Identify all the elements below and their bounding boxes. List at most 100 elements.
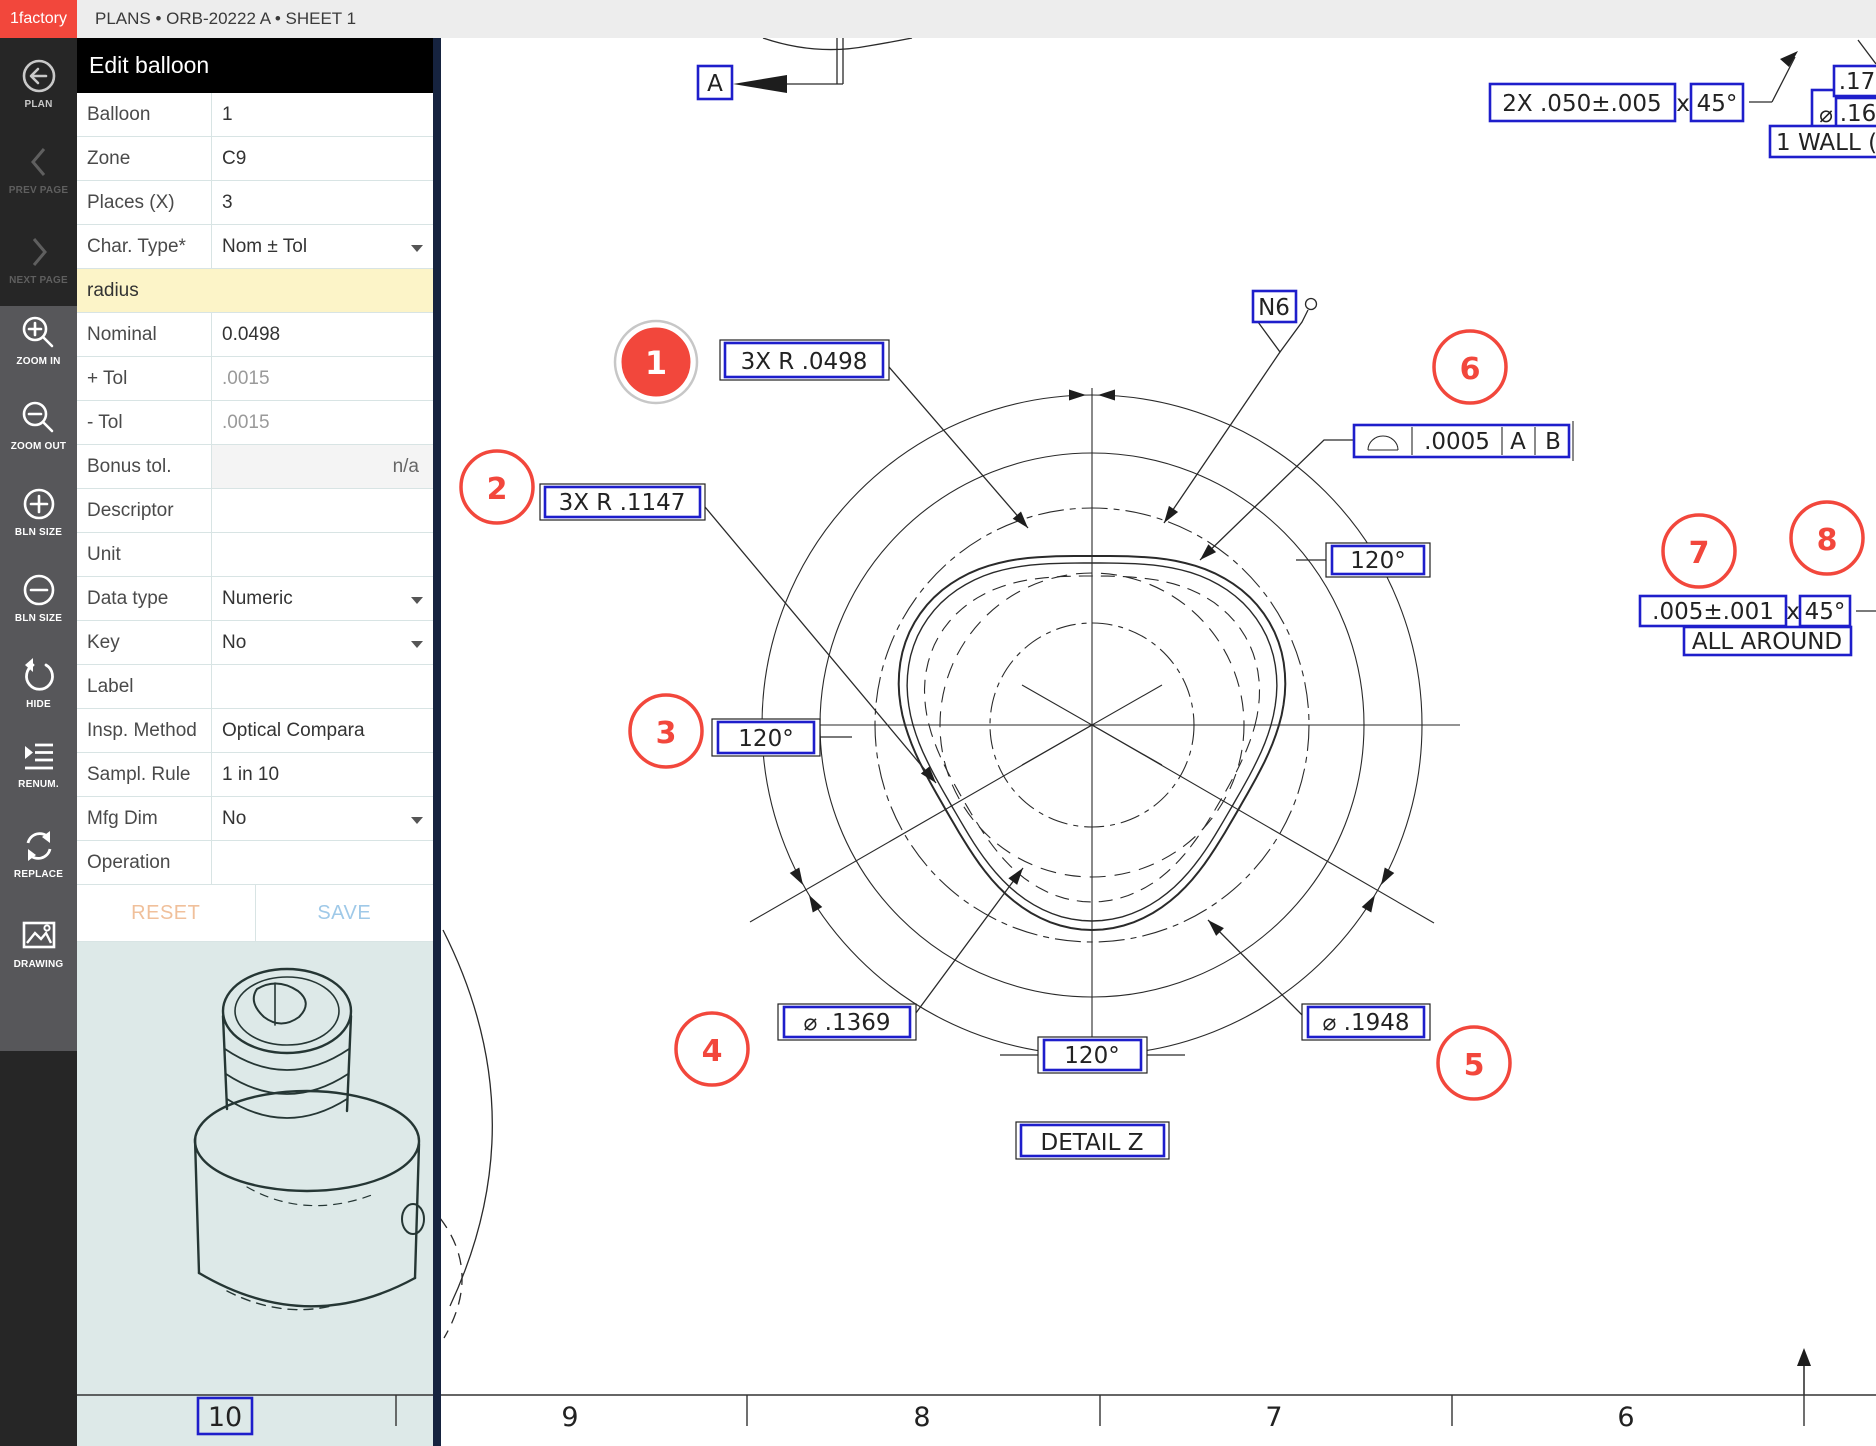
svg-text:⌀ .1948: ⌀ .1948: [1322, 1010, 1409, 1036]
edit-balloon-panel: Edit balloon Balloon 1 Zone C9 Places (X…: [77, 38, 433, 942]
svg-text:DETAIL Z: DETAIL Z: [1041, 1130, 1144, 1156]
row-bonus-tol: Bonus tol. n/a: [77, 445, 433, 489]
panel-title: Edit balloon: [77, 38, 433, 93]
row-characteristic[interactable]: radius: [77, 269, 433, 313]
profile-control-frame[interactable]: .0005 A B: [1352, 421, 1574, 461]
descriptor-field[interactable]: [212, 489, 433, 532]
chevron-down-icon: [411, 244, 423, 252]
char-type-select[interactable]: Nom ± Tol: [212, 225, 433, 268]
svg-text:.005±.001: .005±.001: [1652, 599, 1774, 625]
panel-divider: [433, 38, 441, 1446]
svg-text:x: x: [1786, 599, 1800, 625]
svg-text:ALL AROUND: ALL AROUND: [1692, 629, 1842, 655]
svg-text:⌀: ⌀: [1819, 102, 1833, 128]
next-page-button[interactable]: NEXT PAGE: [0, 232, 77, 286]
balloon-size-up-label: BLN SIZE: [14, 527, 63, 538]
chamfer-all-around-callout[interactable]: .005±.001 x 45° ALL AROUND: [1638, 594, 1876, 657]
svg-text:8: 8: [1817, 523, 1838, 558]
balloon-3[interactable]: 3: [628, 693, 704, 769]
wall-callout[interactable]: 1 WALL (: [1768, 124, 1876, 159]
save-button[interactable]: SAVE: [317, 901, 372, 924]
circle-plus-icon: [19, 484, 59, 524]
balloon-1-selected[interactable]: 1: [613, 319, 699, 405]
svg-text:5: 5: [1464, 1048, 1485, 1083]
svg-text:N6: N6: [1258, 295, 1290, 321]
hide-button[interactable]: HIDE: [0, 656, 77, 710]
radius-1147-callout[interactable]: 3X R .1147: [539, 483, 706, 521]
n6-callout[interactable]: N6: [1251, 289, 1298, 324]
svg-text:A: A: [707, 71, 723, 97]
zoom-in-icon: [19, 313, 59, 353]
row-nominal: Nominal 0.0498: [77, 313, 433, 357]
unit-field[interactable]: [212, 533, 433, 576]
nominal-field[interactable]: 0.0498: [222, 323, 281, 345]
angle-120-left-callout[interactable]: 120°: [711, 718, 821, 757]
replace-label: REPLACE: [13, 869, 64, 880]
svg-text:45°: 45°: [1697, 91, 1738, 117]
chevron-left-icon: [21, 142, 57, 182]
renumber-button[interactable]: RENUM.: [0, 738, 77, 790]
balloon-4[interactable]: 4: [674, 1011, 750, 1087]
balloon-size-up-button[interactable]: BLN SIZE: [0, 484, 77, 538]
undo-rotate-icon: [19, 656, 59, 696]
zoom-in-label: ZOOM IN: [16, 356, 61, 367]
mfg-dim-select[interactable]: No: [212, 797, 433, 840]
chevron-down-icon: [411, 596, 423, 604]
balloon-6[interactable]: 6: [1432, 329, 1508, 405]
drawing-canvas[interactable]: A 2X .050±.005 x 45° ⌀ .17 .16: [439, 37, 1876, 1446]
svg-text:4: 4: [702, 1034, 723, 1069]
balloon-8[interactable]: 8: [1789, 500, 1865, 576]
angle-120-bottom-callout[interactable]: 120°: [1037, 1036, 1148, 1074]
row-descriptor: Descriptor: [77, 489, 433, 533]
next-page-label: NEXT PAGE: [9, 275, 68, 286]
places-field[interactable]: 3: [222, 191, 233, 213]
replace-button[interactable]: REPLACE: [0, 826, 77, 880]
svg-text:45°: 45°: [1805, 599, 1846, 625]
data-type-select[interactable]: Numeric: [212, 577, 433, 620]
prev-page-button[interactable]: PREV PAGE: [0, 142, 77, 196]
zoom-out-button[interactable]: ZOOM OUT: [0, 398, 77, 452]
drawing-button[interactable]: DRAWING: [0, 916, 77, 970]
row-data-type: Data type Numeric: [77, 577, 433, 621]
balloon-5[interactable]: 5: [1436, 1025, 1512, 1101]
key-select[interactable]: No: [212, 621, 433, 664]
balloon-7[interactable]: 7: [1661, 513, 1737, 589]
brand-logo[interactable]: 1factory: [0, 0, 77, 38]
balloon-size-down-label: BLN SIZE: [14, 613, 63, 624]
plan-button[interactable]: PLAN: [0, 56, 77, 110]
label-field[interactable]: [212, 665, 433, 708]
zone-field[interactable]: C9: [222, 147, 247, 169]
reset-button[interactable]: RESET: [77, 885, 256, 941]
chevron-down-icon: [411, 640, 423, 648]
svg-text:.17: .17: [1839, 69, 1876, 95]
row-minus-tol: - Tol .0015: [77, 401, 433, 445]
radius-0498-callout[interactable]: 3X R .0498: [719, 339, 890, 381]
svg-text:x: x: [1676, 91, 1690, 117]
balloon-2[interactable]: 2: [459, 449, 535, 525]
part-thumbnail[interactable]: [77, 941, 433, 1446]
plus-tol-field[interactable]: .0015: [222, 367, 270, 389]
datum-a-arrow: [733, 75, 787, 93]
balloon-size-down-button[interactable]: BLN SIZE: [0, 570, 77, 624]
chevron-right-icon: [21, 232, 57, 272]
operation-field[interactable]: [212, 841, 433, 884]
svg-text:1: 1: [645, 344, 667, 382]
svg-text:2X .050±.005: 2X .050±.005: [1502, 91, 1661, 117]
circle-minus-icon: [19, 570, 59, 610]
svg-text:1 WALL (: 1 WALL (: [1776, 130, 1876, 156]
datum-a-flag[interactable]: A: [696, 64, 734, 101]
chamfer-2x-callout[interactable]: 2X .050±.005 x 45°: [1488, 82, 1745, 123]
angle-120-right-callout[interactable]: 120°: [1325, 542, 1431, 578]
zoom-in-button[interactable]: ZOOM IN: [0, 313, 77, 367]
balloon-field[interactable]: 1: [222, 103, 233, 125]
minus-tol-field[interactable]: .0015: [222, 411, 270, 433]
tool-rail: PLAN PREV PAGE NEXT PAGE ZOOM IN ZOOM OU: [0, 38, 77, 1446]
diameter-1948-callout[interactable]: ⌀ .1948: [1301, 1003, 1431, 1041]
sampl-rule-field[interactable]: 1 in 10: [222, 763, 280, 785]
diameter-stack-callout[interactable]: ⌀ .17 .16: [1810, 64, 1876, 135]
row-insp-method: Insp. Method Optical Compara: [77, 709, 433, 753]
insp-method-field[interactable]: Optical Compara: [222, 719, 365, 741]
diameter-1369-callout[interactable]: ⌀ .1369: [777, 1003, 917, 1041]
detail-z-label[interactable]: DETAIL Z: [1015, 1121, 1170, 1160]
